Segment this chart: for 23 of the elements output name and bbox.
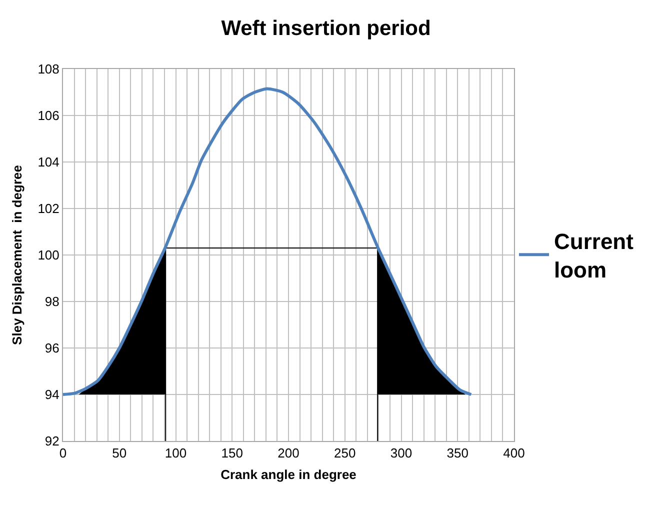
y-axis-title: Sley Displacement in degree (10, 165, 25, 345)
line-series (63, 87, 473, 396)
x-tick-label: 250 (334, 446, 356, 461)
x-tick-label: 100 (164, 446, 187, 461)
chart-title: Weft insertion period (221, 17, 431, 40)
legend-label: Current loom (554, 228, 634, 282)
y-tick-label: 98 (44, 294, 60, 310)
y-tick-label: 100 (38, 248, 60, 263)
x-tick-label: 350 (446, 446, 468, 461)
y-tick-label: 102 (38, 201, 60, 216)
x-tick-label: 50 (112, 446, 127, 461)
x-axis-title: Crank angle in degree (220, 467, 356, 482)
x-tick-label: 400 (503, 446, 525, 461)
y-tick-label: 104 (38, 154, 60, 170)
x-tick-label: 150 (221, 446, 243, 461)
x-tick-label: 300 (390, 446, 412, 461)
x-tick-label: 0 (59, 446, 67, 461)
y-tick-label: 94 (44, 387, 60, 402)
x-tick-label: 200 (278, 446, 300, 461)
y-tick-label: 106 (38, 108, 60, 124)
y-tick-label: 108 (38, 62, 60, 77)
y-tick-label: 92 (44, 434, 60, 449)
y-tick-label: 96 (44, 340, 60, 356)
